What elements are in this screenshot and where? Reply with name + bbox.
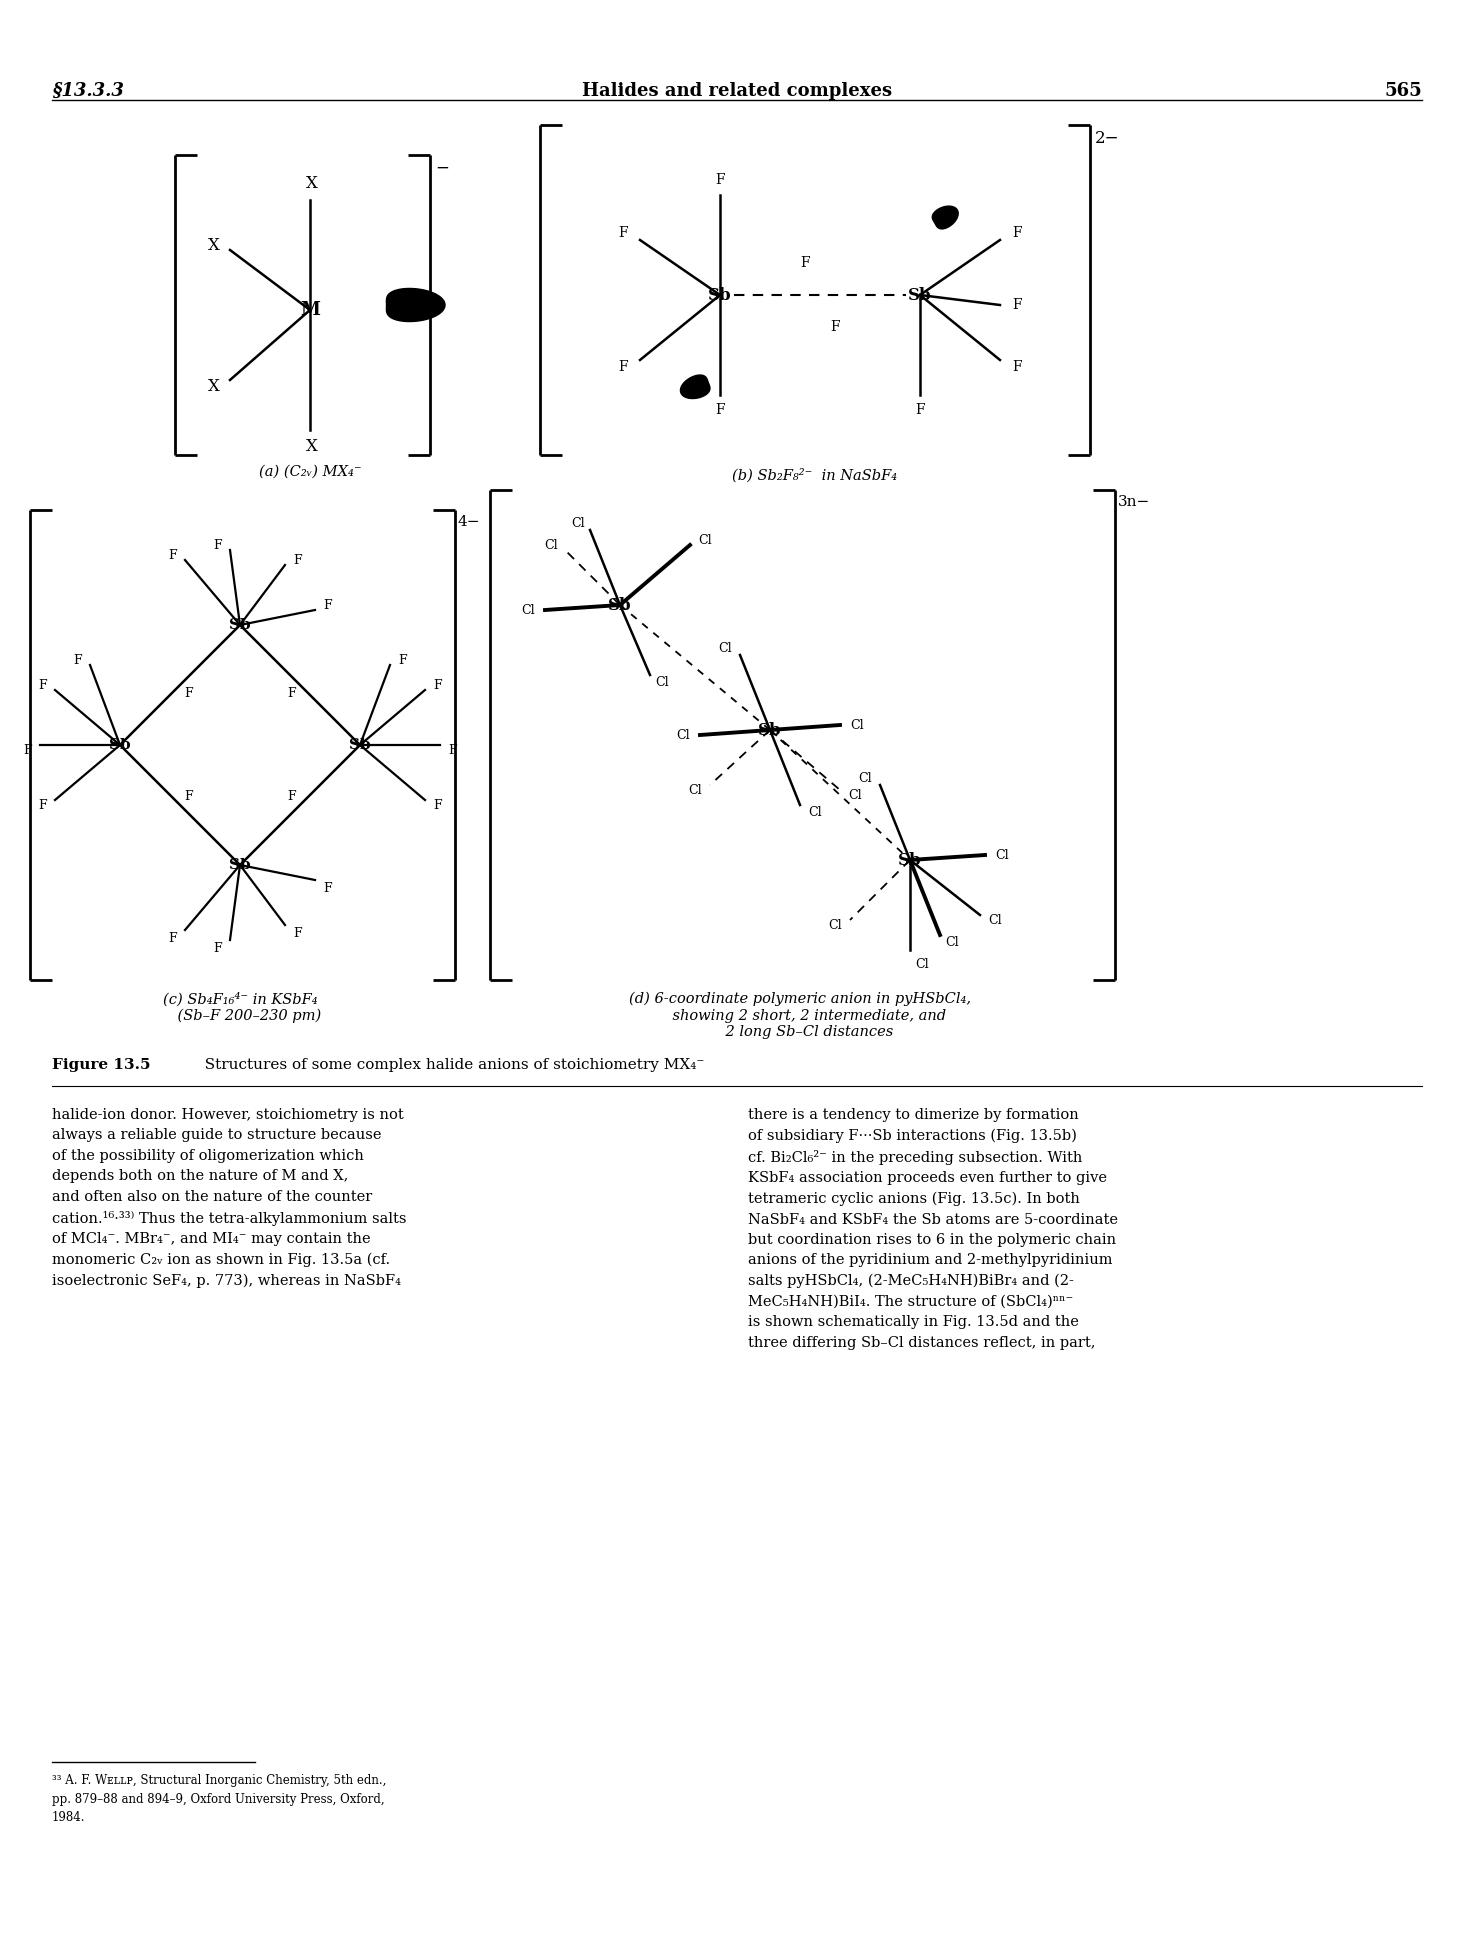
Text: F: F [323,882,332,894]
Text: Sb: Sb [109,737,131,753]
Text: F: F [168,548,177,561]
Text: F: F [184,687,193,700]
Polygon shape [681,375,710,399]
Text: F: F [915,402,924,418]
Text: Cl: Cl [850,718,864,731]
Text: there is a tendency to dimerize by formation
of subsidiary F···Sb interactions (: there is a tendency to dimerize by forma… [747,1109,1117,1349]
Text: 2−: 2− [1095,130,1119,147]
Text: Cl: Cl [995,849,1008,861]
Text: F: F [293,927,302,940]
Text: (d) 6-coordinate polymeric anion in pyHSbCl₄,
    showing 2 short, 2 intermediat: (d) 6-coordinate polymeric anion in pyHS… [629,993,971,1039]
Text: F: F [433,799,442,811]
Text: X: X [307,174,318,192]
Text: X: X [208,236,220,253]
Text: Cl: Cl [718,642,733,654]
Text: Cl: Cl [988,913,1002,927]
Text: X: X [307,437,318,455]
Text: F: F [287,789,296,803]
Text: Sb: Sb [609,596,632,613]
Text: (c) Sb₄F₁₆⁴⁻ in KSbF₄
    (Sb–F 200–230 pm): (c) Sb₄F₁₆⁴⁻ in KSbF₄ (Sb–F 200–230 pm) [159,993,321,1024]
Text: F: F [168,931,177,944]
Text: Cl: Cl [544,538,559,551]
Text: Cl: Cl [915,958,929,971]
Text: Cl: Cl [677,728,690,741]
Text: F: F [448,743,457,757]
Text: F: F [184,789,193,803]
Text: Cl: Cl [572,517,585,530]
Text: F: F [619,360,628,373]
Text: F: F [38,679,47,691]
Text: §13.3.3: §13.3.3 [52,81,124,101]
Text: F: F [398,654,407,666]
Text: F: F [74,654,83,666]
Text: Halides and related complexes: Halides and related complexes [582,81,892,101]
Text: (a) (C₂ᵥ) MX₄⁻: (a) (C₂ᵥ) MX₄⁻ [259,464,361,480]
Text: −: − [435,161,450,176]
Text: F: F [38,799,47,811]
Text: Cl: Cl [828,919,842,931]
Text: 565: 565 [1384,81,1422,101]
Text: Sb: Sb [908,286,932,304]
Text: Sb: Sb [898,851,921,869]
Text: Sb: Sb [758,722,781,739]
Text: ³³ A. F. Wᴇʟʟᴘ, Structural Inorganic Chemistry, 5th edn.,
pp. 879–88 and 894–9, : ³³ A. F. Wᴇʟʟᴘ, Structural Inorganic Che… [52,1774,386,1825]
Text: F: F [323,598,332,611]
Text: F: F [293,553,302,567]
Text: Sb: Sb [228,857,251,873]
Text: F: F [433,679,442,691]
Text: F: F [1013,226,1021,240]
Text: (b) Sb₂F₈²⁻  in NaSbF₄: (b) Sb₂F₈²⁻ in NaSbF₄ [733,468,898,482]
Text: F: F [214,942,223,954]
Text: F: F [1013,360,1021,373]
Text: F: F [24,743,32,757]
Text: Cl: Cl [858,772,873,784]
Text: halide-ion donor. However, stoichiometry is not
always a reliable guide to struc: halide-ion donor. However, stoichiometry… [52,1109,407,1289]
Text: F: F [800,255,809,271]
Text: F: F [1013,298,1021,312]
Text: Sb: Sb [228,617,251,633]
Text: Structures of some complex halide anions of stoichiometry MX₄⁻: Structures of some complex halide anions… [195,1058,705,1072]
Text: Sb: Sb [708,286,731,304]
Text: 3n−: 3n− [1117,495,1150,509]
Text: Cl: Cl [522,604,535,617]
Text: F: F [715,402,725,418]
Text: F: F [830,319,840,335]
Text: M: M [301,302,320,319]
Text: Cl: Cl [808,805,821,819]
Text: Cl: Cl [945,935,958,948]
Text: Cl: Cl [699,534,712,546]
Polygon shape [933,207,958,228]
Text: F: F [287,687,296,700]
Polygon shape [386,288,445,321]
Text: Cl: Cl [848,788,862,801]
Text: F: F [214,538,223,551]
Text: F: F [715,172,725,188]
Text: Cl: Cl [688,784,702,797]
Text: F: F [619,226,628,240]
Text: Figure 13.5: Figure 13.5 [52,1058,150,1072]
Text: Sb: Sb [349,737,371,753]
Text: Cl: Cl [654,675,669,689]
Text: 4−: 4− [458,515,481,528]
Text: X: X [208,377,220,395]
